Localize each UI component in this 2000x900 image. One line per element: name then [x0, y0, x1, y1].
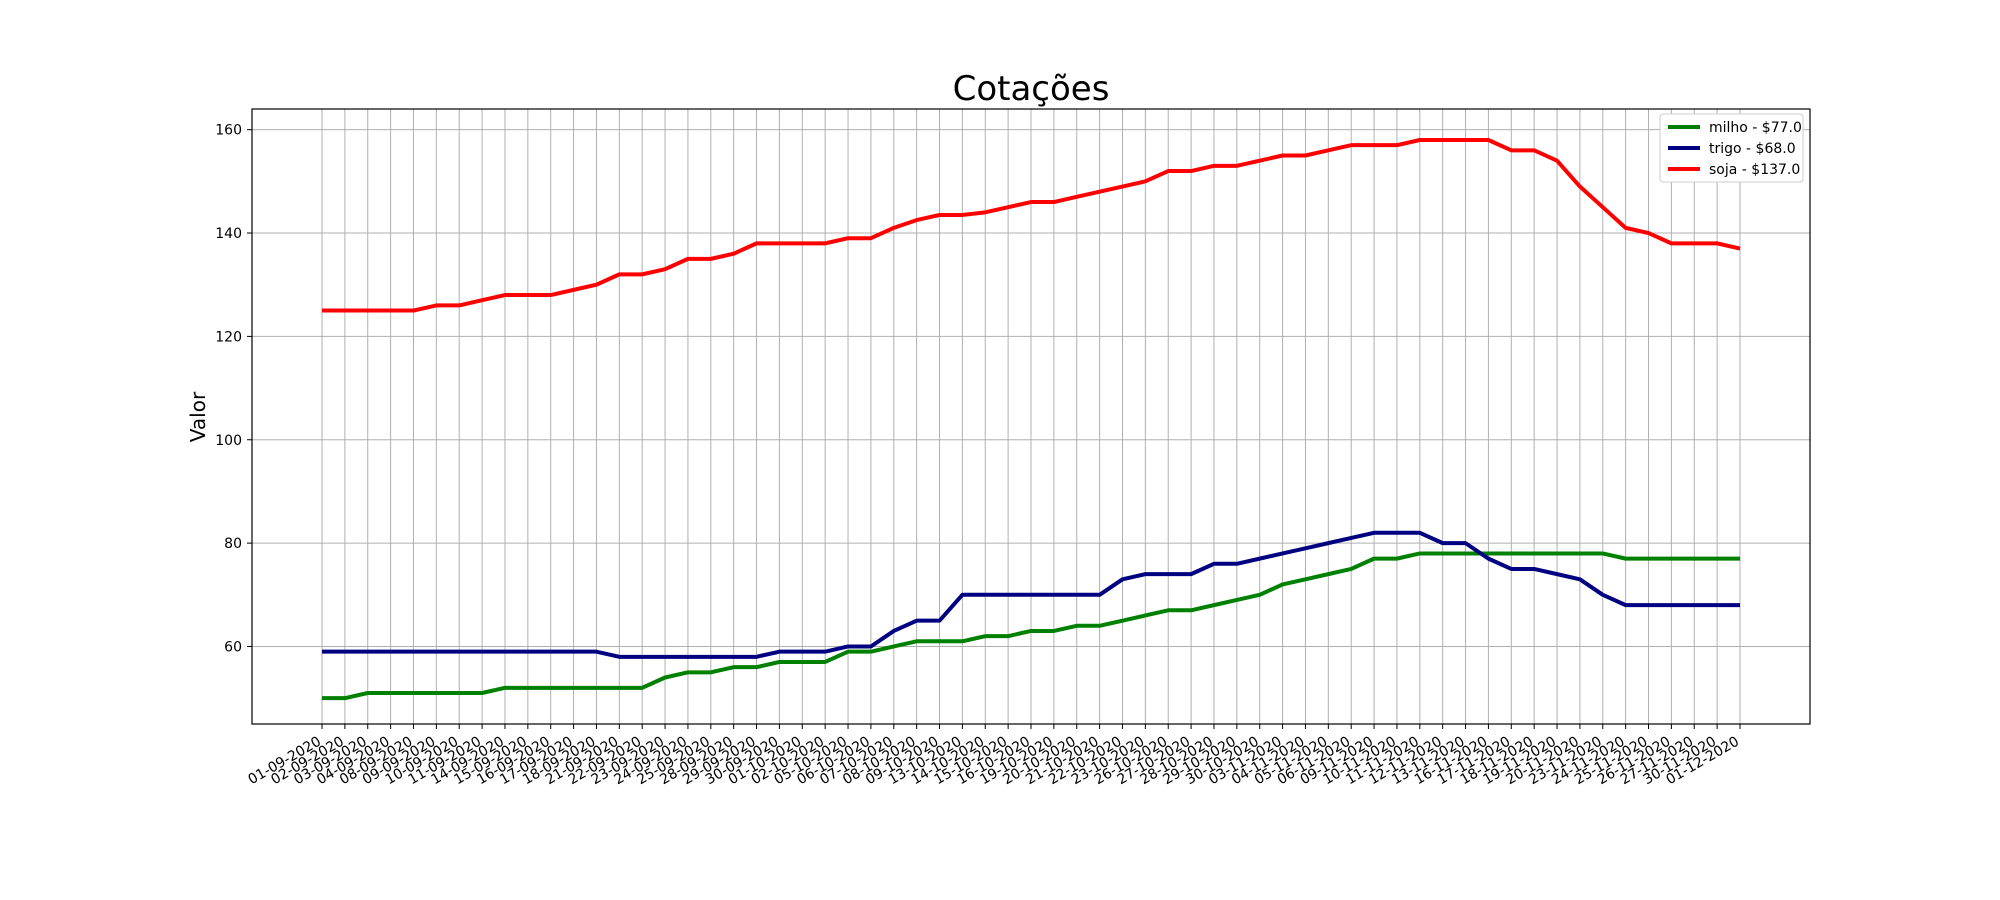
y-tick-label: 100: [215, 433, 242, 449]
y-tick-label: 160: [215, 123, 242, 139]
x-tick-layer: 01-09-202002-09-202003-09-202004-09-2020…: [246, 724, 1742, 788]
legend-label: trigo - $68.0: [1709, 141, 1796, 157]
legend-label: soja - $137.0: [1709, 162, 1800, 178]
series-line: [322, 551, 1740, 701]
y-tick-label: 80: [224, 536, 242, 552]
grid-layer: [252, 109, 1810, 724]
series-layer: [322, 138, 1741, 701]
legend-box: [1659, 113, 1804, 183]
y-tick-label: 60: [224, 639, 242, 655]
y-axis-label: Valor: [186, 391, 210, 442]
chart-title: Cotações: [953, 69, 1110, 109]
series-line: [322, 530, 1740, 659]
y-tick-label: 120: [215, 329, 242, 345]
y-tick-layer: 60 80 100 120 140 160: [215, 123, 252, 655]
legend-label: milho - $77.0: [1709, 120, 1802, 136]
y-tick-label: 140: [215, 226, 242, 242]
series-line: [322, 138, 1741, 313]
legend: milho - $77.0 trigo - $68.0 soja - $137.0: [1659, 113, 1804, 183]
